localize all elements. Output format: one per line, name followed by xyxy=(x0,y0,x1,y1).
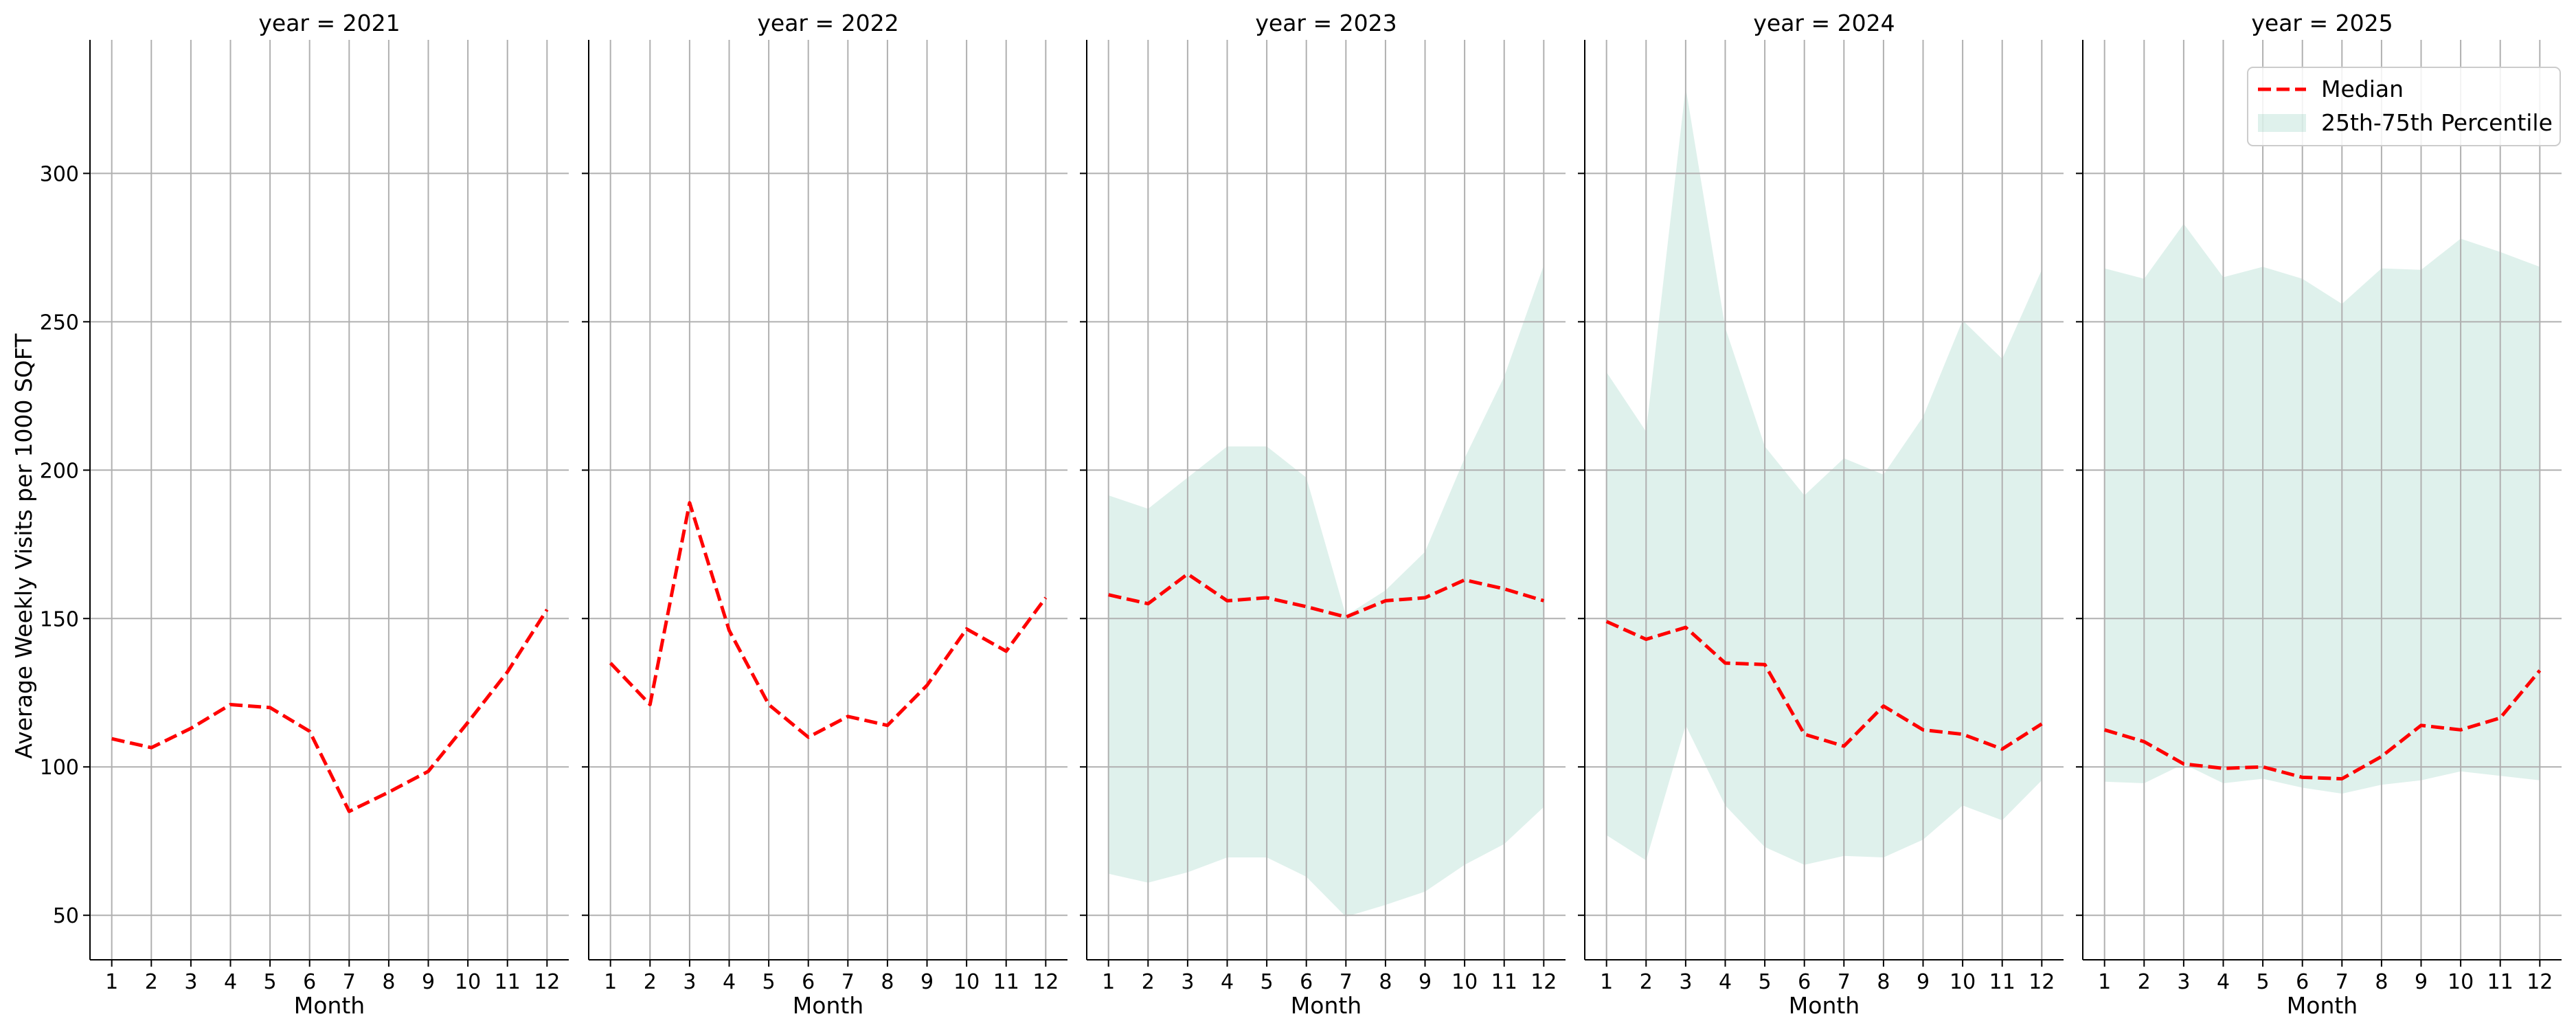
x-tick-label: 6 xyxy=(1300,970,1313,994)
legend-band-label: 25th-75th Percentile xyxy=(2321,109,2553,136)
x-tick-label: 12 xyxy=(2029,970,2055,994)
x-tick-label: 11 xyxy=(2487,970,2513,994)
x-tick-label: 3 xyxy=(1679,970,1692,994)
x-tick-label: 5 xyxy=(762,970,776,994)
x-tick-label: 10 xyxy=(2448,970,2474,994)
x-tick-label: 9 xyxy=(1419,970,1432,994)
x-tick-label: 9 xyxy=(2415,970,2428,994)
x-axis-label: Month xyxy=(294,992,365,1019)
y-tick-label: 200 xyxy=(40,459,79,483)
x-tick-label: 3 xyxy=(2177,970,2190,994)
percentile-band xyxy=(2104,223,2540,794)
legend: Median 25th-75th Percentile xyxy=(2247,67,2561,146)
legend-band-swatch xyxy=(2258,114,2306,132)
median-line xyxy=(1605,620,2043,751)
x-tick-label: 4 xyxy=(723,970,736,994)
x-tick-label: 8 xyxy=(1877,970,1890,994)
y-axis-label: Average Weekly Visits per 1000 SQFT xyxy=(10,333,37,759)
median-line xyxy=(111,608,549,813)
x-tick-label: 4 xyxy=(1221,970,1234,994)
x-tick-label: 11 xyxy=(993,970,1019,994)
x-tick-label: 1 xyxy=(604,970,617,994)
x-tick-label: 12 xyxy=(2527,970,2553,994)
x-tick-label: 3 xyxy=(184,970,197,994)
x-tick-label: 1 xyxy=(1600,970,1613,994)
subplot-title: year = 2023 xyxy=(1255,10,1397,36)
x-tick-label: 9 xyxy=(1917,970,1930,994)
legend-median-label: Median xyxy=(2321,76,2404,102)
x-tick-label: 8 xyxy=(2375,970,2388,994)
x-axis-label: Month xyxy=(793,992,863,1019)
x-tick-label: 4 xyxy=(224,970,237,994)
x-tick-label: 11 xyxy=(495,970,521,994)
x-tick-label: 3 xyxy=(1181,970,1194,994)
x-tick-label: 9 xyxy=(422,970,435,994)
x-tick-label: 6 xyxy=(802,970,815,994)
subplot-title: year = 2022 xyxy=(757,10,899,36)
x-tick-label: 5 xyxy=(1261,970,1274,994)
x-tick-label: 7 xyxy=(2336,970,2349,994)
x-tick-label: 6 xyxy=(1798,970,1811,994)
x-tick-label: 7 xyxy=(1340,970,1353,994)
y-tick-label: 50 xyxy=(53,904,79,928)
x-tick-label: 10 xyxy=(953,970,980,994)
subplot-title: year = 2021 xyxy=(258,10,400,36)
x-tick-label: 11 xyxy=(1989,970,2015,994)
x-tick-label: 9 xyxy=(920,970,934,994)
x-tick-label: 8 xyxy=(382,970,395,994)
median-line xyxy=(1108,572,1545,619)
x-tick-label: 12 xyxy=(1032,970,1059,994)
x-tick-label: 3 xyxy=(683,970,696,994)
x-tick-label: 2 xyxy=(145,970,158,994)
x-tick-label: 2 xyxy=(1142,970,1155,994)
x-tick-label: 1 xyxy=(1102,970,1115,994)
x-tick-label: 10 xyxy=(455,970,481,994)
x-tick-label: 8 xyxy=(1379,970,1392,994)
subplot-title: year = 2024 xyxy=(1753,10,1895,36)
y-tick-label: 250 xyxy=(40,311,79,335)
x-tick-label: 7 xyxy=(841,970,855,994)
x-tick-label: 12 xyxy=(1530,970,1557,994)
x-tick-label: 4 xyxy=(2217,970,2230,994)
x-tick-label: 7 xyxy=(343,970,356,994)
x-tick-label: 5 xyxy=(2257,970,2270,994)
x-tick-label: 11 xyxy=(1491,970,1517,994)
percentile-band xyxy=(1108,265,1544,917)
x-tick-label: 2 xyxy=(644,970,657,994)
legend-frame xyxy=(2247,67,2561,146)
x-tick-label: 7 xyxy=(1838,970,1851,994)
x-tick-label: 6 xyxy=(2296,970,2309,994)
subplot-title: year = 2025 xyxy=(2251,10,2393,36)
y-tick-label: 300 xyxy=(40,162,79,186)
x-tick-label: 8 xyxy=(881,970,894,994)
x-tick-label: 4 xyxy=(1719,970,1732,994)
x-tick-label: 5 xyxy=(264,970,277,994)
x-tick-label: 12 xyxy=(534,970,560,994)
y-tick-label: 150 xyxy=(40,607,79,631)
x-axis-label: Month xyxy=(1291,992,1362,1019)
x-tick-label: 2 xyxy=(2138,970,2151,994)
x-tick-label: 10 xyxy=(1950,970,1976,994)
x-tick-label: 2 xyxy=(1640,970,1653,994)
median-line xyxy=(2103,669,2542,780)
y-tick-label: 100 xyxy=(40,756,79,780)
x-tick-label: 1 xyxy=(105,970,118,994)
x-axis-label: Month xyxy=(2287,992,2358,1019)
x-tick-label: 6 xyxy=(303,970,316,994)
percentile-band xyxy=(1606,87,2042,865)
x-tick-label: 5 xyxy=(1759,970,1772,994)
x-tick-label: 1 xyxy=(2098,970,2111,994)
x-axis-label: Month xyxy=(1789,992,1860,1019)
x-tick-label: 10 xyxy=(1451,970,1478,994)
median-line xyxy=(609,501,1048,739)
